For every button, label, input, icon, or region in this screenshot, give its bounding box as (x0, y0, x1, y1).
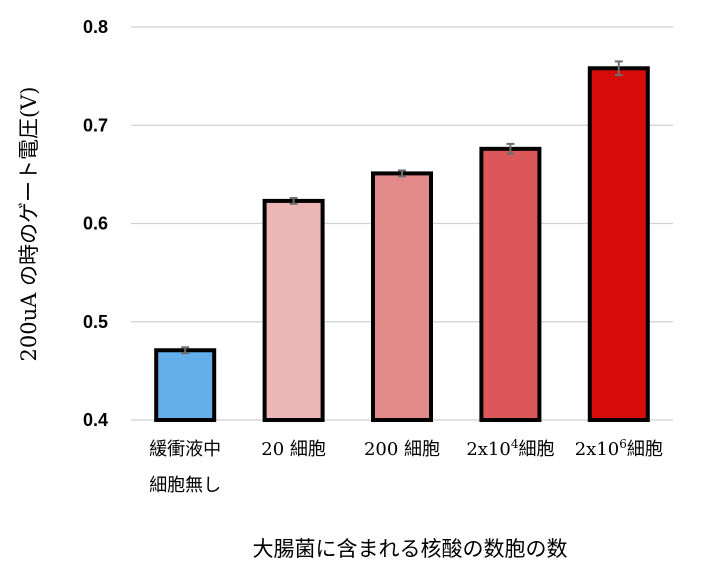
error-bar (398, 169, 406, 178)
y-tick-label: 0.6 (83, 214, 108, 234)
bar (154, 348, 217, 422)
svg-text:20 細胞: 20 細胞 (261, 439, 326, 460)
svg-text:緩衝液中: 緩衝液中 (149, 439, 221, 460)
bar (262, 198, 325, 422)
x-tick-label: 2x106細胞 (575, 437, 663, 460)
svg-text:200 細胞: 200 細胞 (364, 439, 440, 460)
x-tick-label: 200 細胞 (364, 439, 440, 460)
bar (587, 66, 650, 422)
bars (154, 60, 650, 423)
x-tick-label: 20 細胞 (261, 439, 326, 460)
y-tick-label: 0.4 (83, 410, 108, 430)
error-bar (289, 196, 298, 205)
bar (371, 171, 433, 422)
error-bar (181, 346, 190, 355)
y-axis-ticks: 0.4 0.5 0.6 0.7 0.8 (83, 17, 108, 430)
bar (479, 146, 542, 423)
svg-text:2x106細胞: 2x106細胞 (575, 437, 663, 460)
y-axis-title: 200uA の時のゲート電圧(V) (17, 87, 41, 362)
y-tick-label: 0.7 (83, 115, 108, 135)
x-axis-title: 大腸菌に含まれる核酸の数胞の数 (253, 537, 568, 561)
error-bar (506, 142, 515, 155)
y-tick-label: 0.5 (83, 312, 108, 332)
y-tick-label: 0.8 (83, 17, 108, 37)
error-bar (614, 60, 623, 77)
svg-text:2x104細胞: 2x104細胞 (466, 437, 554, 460)
svg-text:細胞無し: 細胞無し (149, 475, 221, 496)
x-tick-label: 2x104細胞 (466, 437, 554, 460)
